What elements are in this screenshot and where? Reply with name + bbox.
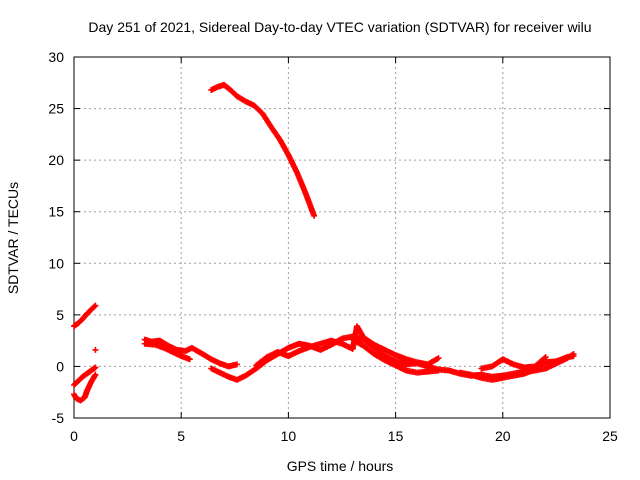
- data-point-marker: [435, 355, 442, 362]
- series-arc-1: [71, 302, 99, 330]
- y-tick-label: 0: [56, 358, 64, 374]
- y-tick-label: 30: [48, 49, 64, 65]
- y-tick-label: 5: [56, 307, 64, 323]
- x-tick-label: 10: [281, 428, 297, 444]
- x-axis-label: GPS time / hours: [287, 458, 394, 474]
- data-point-marker: [92, 346, 99, 353]
- y-tick-label: 15: [48, 204, 64, 220]
- data-point-marker: [570, 353, 577, 360]
- data-marks: [71, 81, 577, 404]
- series-arc-2: [71, 364, 99, 388]
- data-point-marker: [92, 371, 99, 378]
- x-tick-label: 0: [70, 428, 78, 444]
- series-arc-9: [253, 323, 442, 369]
- axis-ticks: 0 5 10 15 20 25 -5 0 5 10 15 20 25 30: [48, 49, 618, 444]
- x-tick-label: 25: [602, 428, 618, 444]
- x-tick-label: 20: [495, 428, 511, 444]
- grid-lines: [74, 57, 610, 418]
- series-arc-6: [141, 336, 240, 370]
- series-arc-5: [208, 81, 318, 219]
- data-point-marker: [435, 367, 442, 374]
- plot-frame: [73, 56, 611, 419]
- chart-title: Day 251 of 2021, Sidereal Day-to-day VTE…: [88, 19, 591, 35]
- series-arc-7: [141, 340, 193, 363]
- data-point-marker: [91, 303, 98, 310]
- data-point-marker: [92, 364, 99, 371]
- y-axis-label: SDTVAR / TECUs: [5, 182, 21, 294]
- data-point-marker: [541, 355, 548, 362]
- y-tick-label: 20: [48, 152, 64, 168]
- data-point-marker: [92, 302, 99, 309]
- y-tick-label: 25: [48, 101, 64, 117]
- y-tick-label: 10: [48, 255, 64, 271]
- data-point-marker: [186, 356, 193, 363]
- data-point-marker: [311, 212, 318, 219]
- series-arc-10: [349, 336, 442, 376]
- series-arc-3: [71, 371, 99, 404]
- series-arc-4: [92, 346, 99, 353]
- x-tick-label: 5: [177, 428, 185, 444]
- x-tick-label: 15: [388, 428, 404, 444]
- series-arc-12: [478, 354, 549, 372]
- data-point-marker: [233, 361, 240, 368]
- data-point-marker: [542, 354, 549, 361]
- y-tick-label: -5: [52, 410, 65, 426]
